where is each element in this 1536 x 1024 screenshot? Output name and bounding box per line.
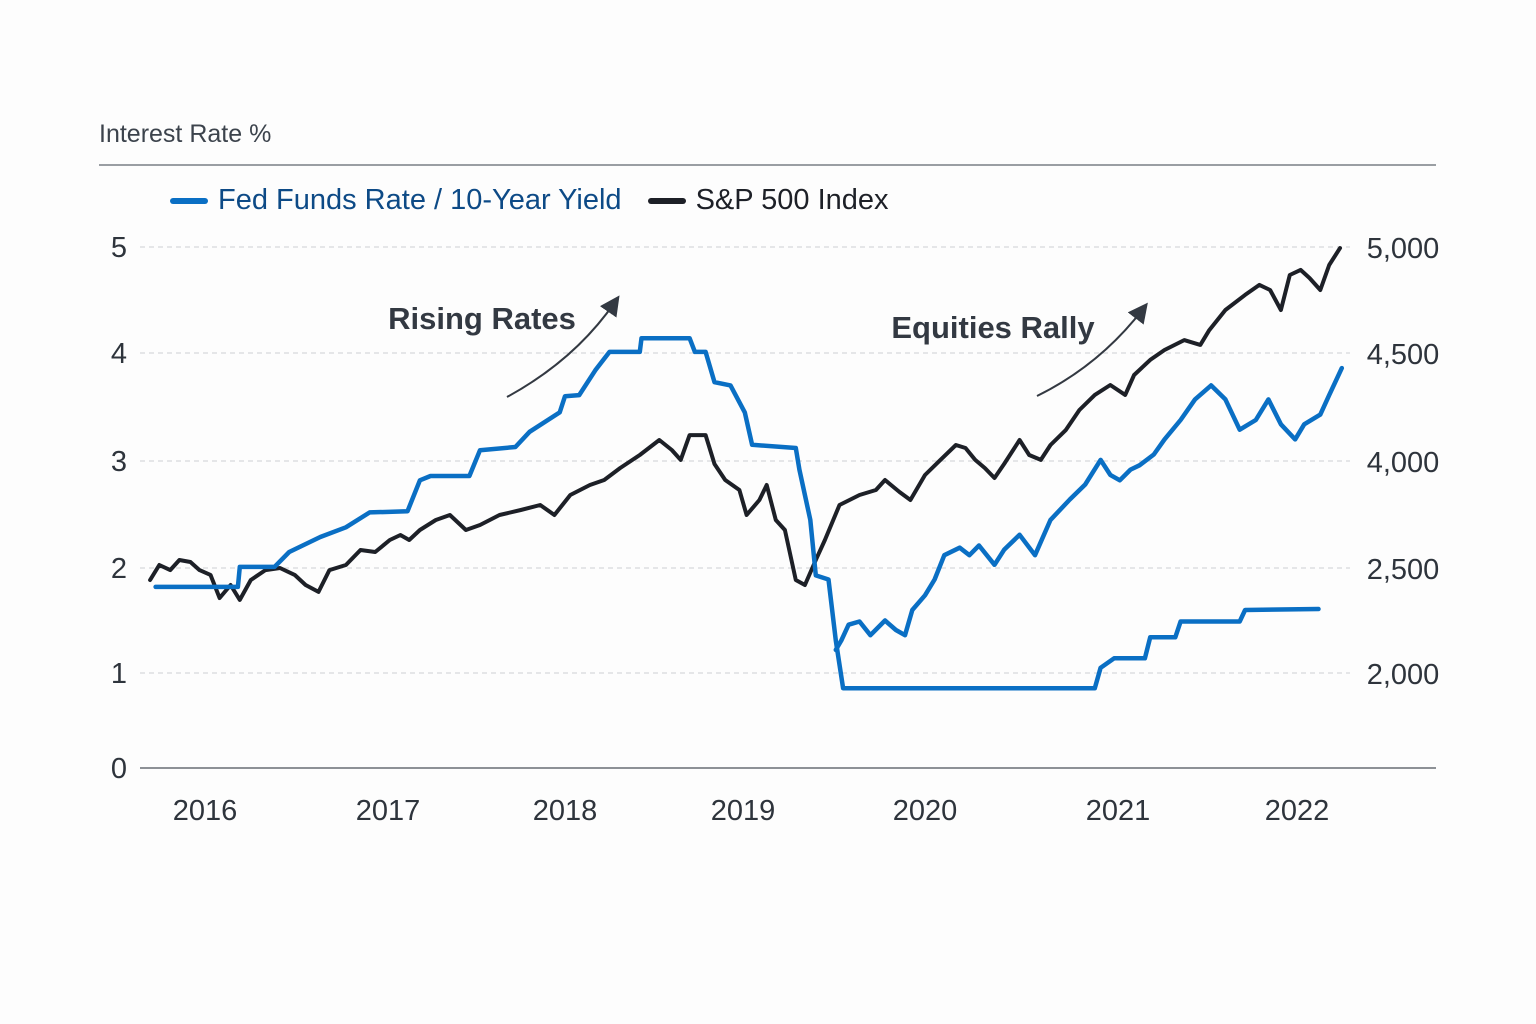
x-tick-label: 2019 — [711, 795, 776, 827]
x-tick-label: 2017 — [356, 795, 421, 827]
legend-swatch-blue — [170, 197, 208, 204]
fed-funds-rate-line — [153, 335, 1321, 691]
header-divider — [99, 164, 1436, 166]
legend-item-rates: Fed Funds Rate / 10-Year Yield — [170, 184, 622, 217]
equities-rally-arrow — [1036, 302, 1148, 397]
x-tick-label: 2020 — [893, 795, 958, 827]
x-tick-label: 2018 — [533, 795, 598, 827]
legend-swatch-black — [647, 197, 686, 204]
legend-label: Fed Funds Rate / 10-Year Yield — [218, 184, 622, 216]
x-tick-label: 2016 — [173, 795, 238, 827]
y-axis-title: Interest Rate % — [99, 120, 272, 148]
x-tick-label: 2021 — [1086, 795, 1151, 827]
sp500-line — [148, 246, 1342, 602]
legend: Fed Funds Rate / 10-Year Yield S&P 500 I… — [170, 184, 915, 217]
ten-year-yield-line — [833, 365, 1345, 653]
annotation-equities-rally: Equities Rally — [891, 310, 1095, 345]
y-right-tick-label: 2,500 — [1367, 554, 1440, 586]
legend-item-sp500: S&P 500 Index — [647, 184, 889, 217]
y-left-tick-label: 3 — [111, 446, 127, 478]
y-right-tick-label: 5,000 — [1367, 233, 1440, 265]
annotation-rising-rates: Rising Rates — [388, 301, 576, 336]
y-left-tick-label: 1 — [111, 658, 127, 690]
y-right-tick-label: 2,000 — [1367, 659, 1440, 691]
x-tick-label: 2022 — [1265, 795, 1330, 827]
y-left-tick-label: 4 — [111, 338, 127, 370]
y-right-tick-label: 4,000 — [1367, 447, 1440, 479]
y-left-tick-label: 2 — [111, 553, 127, 585]
y-left-tick-label: 5 — [111, 232, 127, 264]
y-right-tick-label: 4,500 — [1367, 339, 1440, 371]
y-left-tick-label: 0 — [111, 753, 127, 785]
rising-rates-arrow — [506, 295, 620, 398]
legend-label: S&P 500 Index — [695, 184, 889, 216]
